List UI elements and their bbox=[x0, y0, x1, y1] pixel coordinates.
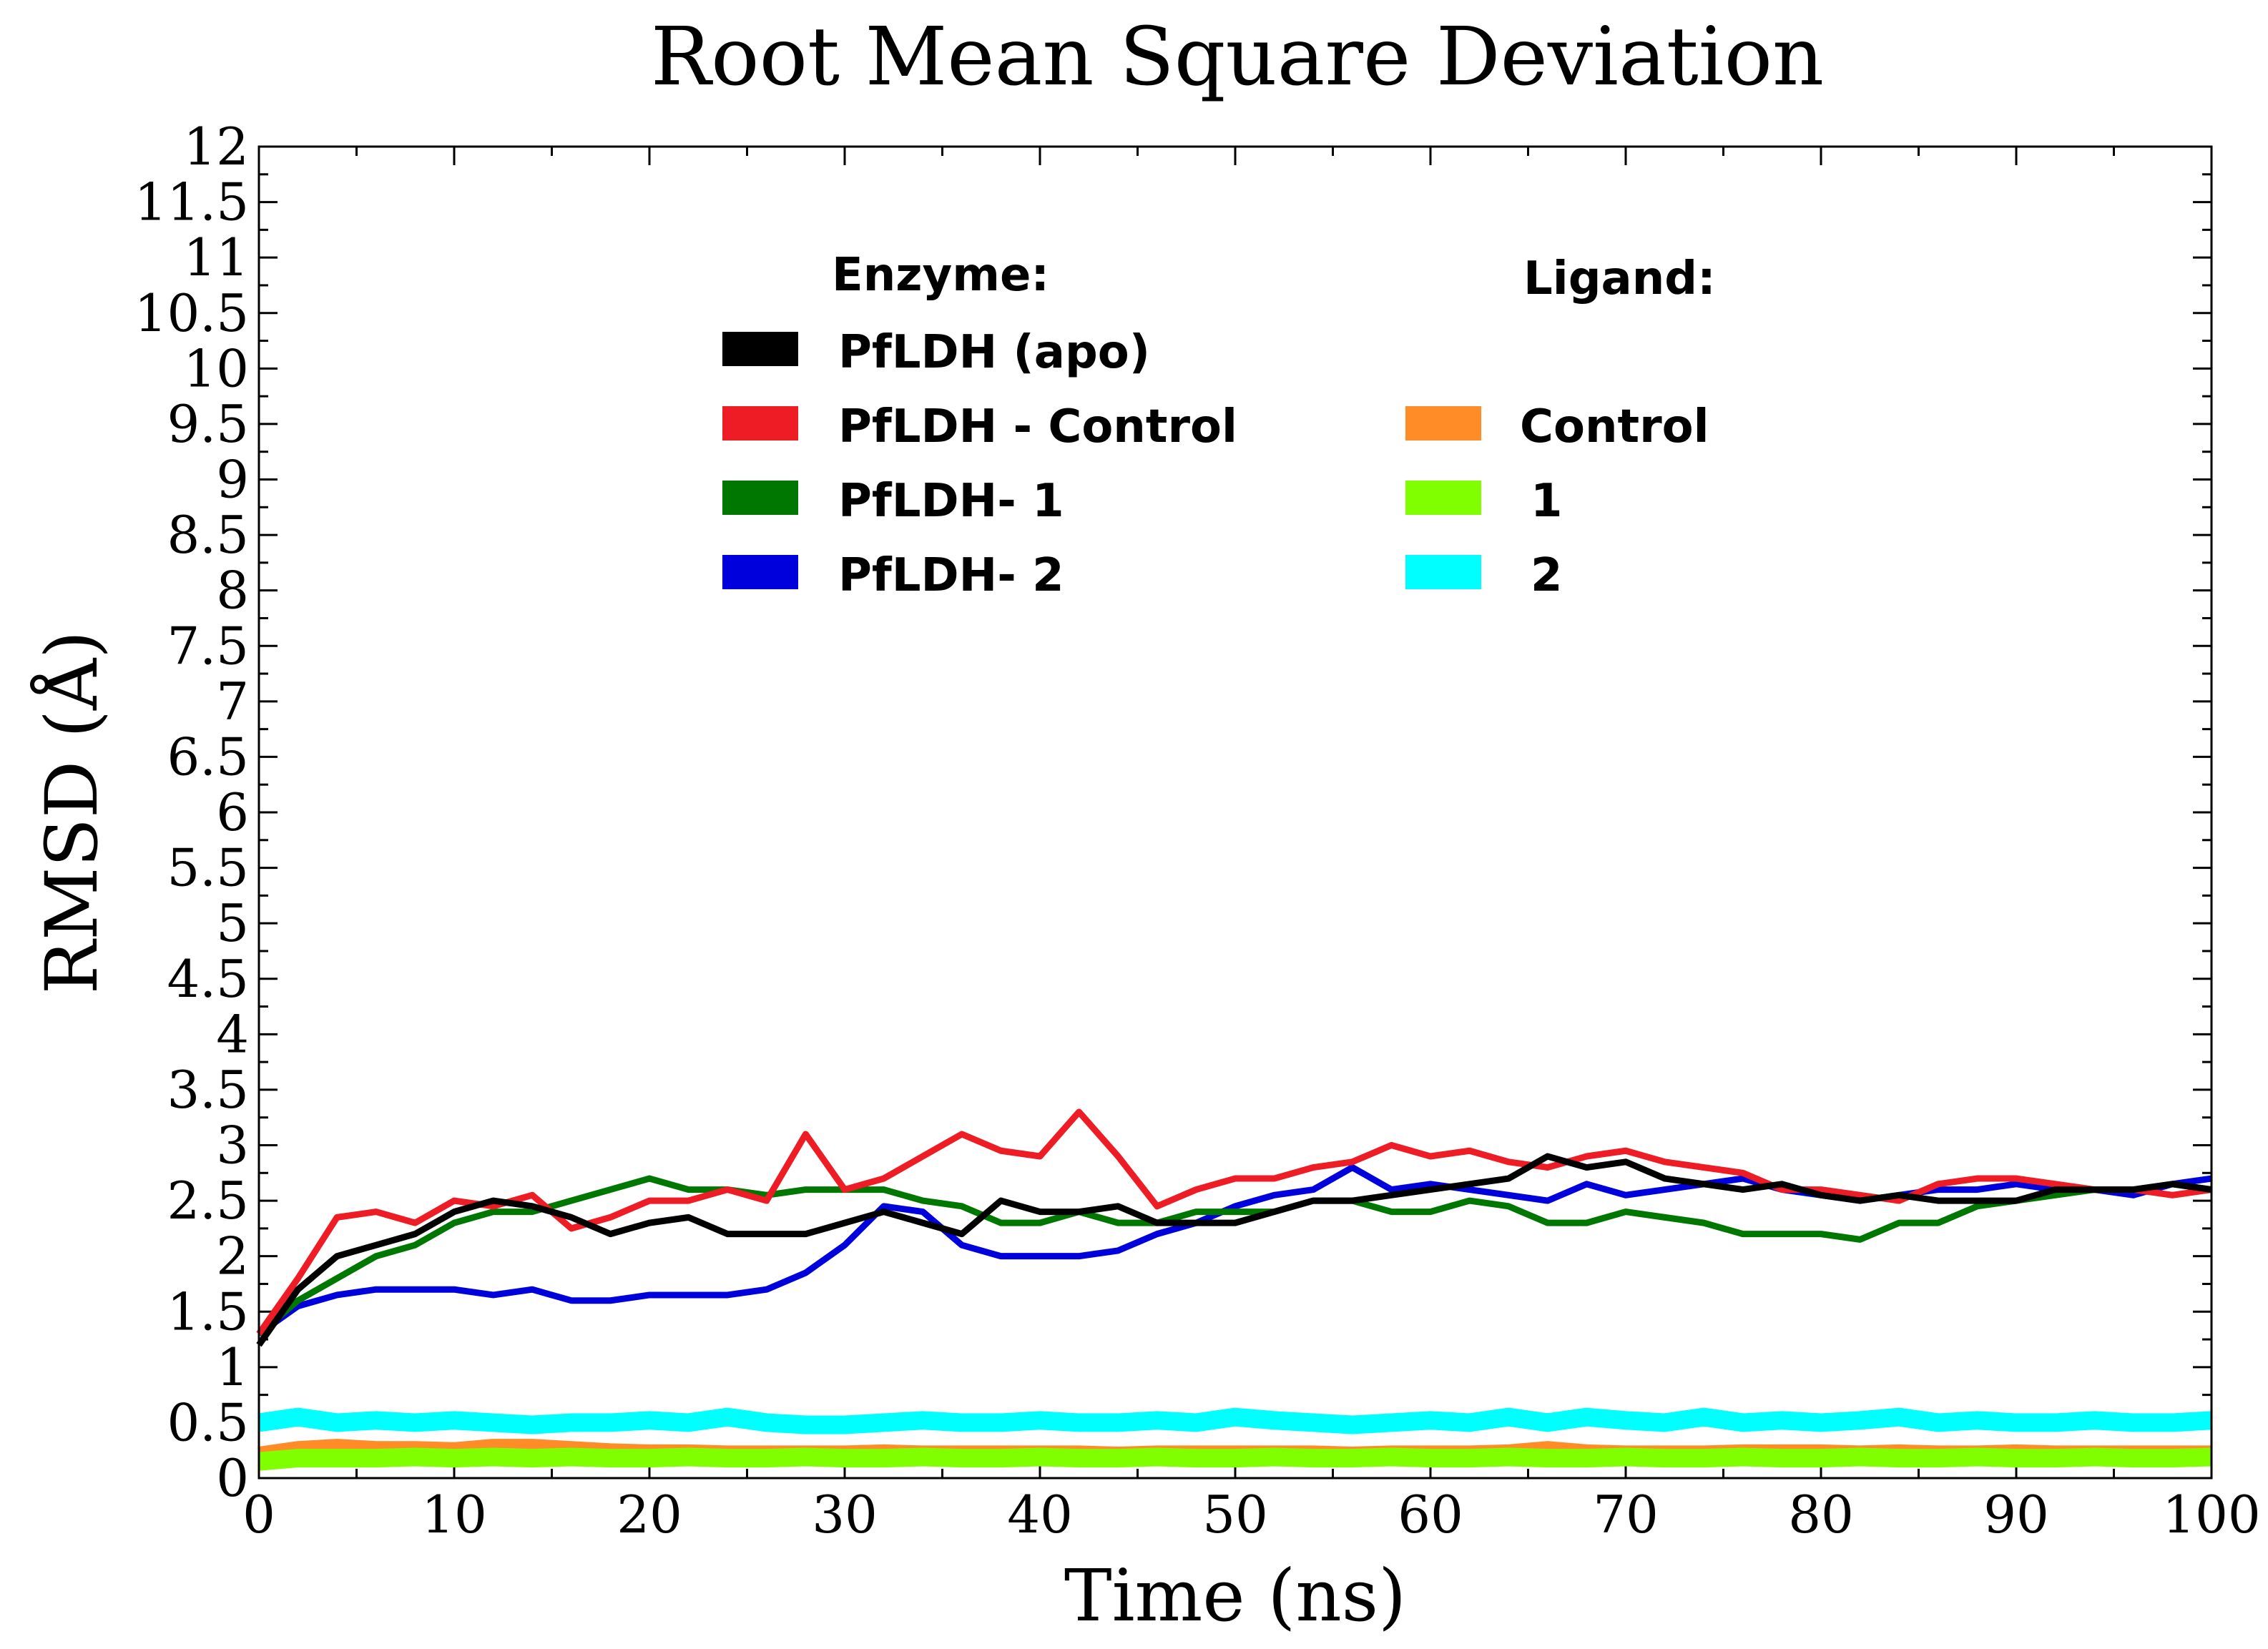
series-line-ligand-6 bbox=[257, 1407, 2212, 1434]
y-tick-label: 3 bbox=[216, 1116, 249, 1176]
series-layer bbox=[256, 1108, 2212, 1471]
y-tick-label: 11 bbox=[183, 227, 249, 287]
y-tick-label: 8.5 bbox=[167, 505, 249, 565]
y-tick-label: 0.5 bbox=[167, 1392, 249, 1452]
y-tick-label: 11.5 bbox=[134, 172, 249, 232]
y-tick-label: 2.5 bbox=[167, 1171, 249, 1231]
y-tick-label: 1.5 bbox=[167, 1281, 249, 1342]
y-tick-label: 10.5 bbox=[134, 283, 249, 343]
legend-label-2: PfLDH- 1 bbox=[838, 475, 1064, 528]
legend-label-5: 1 bbox=[1531, 475, 1563, 528]
x-tick-label: 100 bbox=[2162, 1485, 2260, 1545]
series-line-enzyme-2 bbox=[257, 1175, 2212, 1337]
y-tick-label: 9.5 bbox=[167, 394, 249, 454]
legend-label-3: PfLDH- 2 bbox=[838, 549, 1064, 602]
x-tick-label: 90 bbox=[1983, 1485, 2049, 1545]
legend-swatch-1 bbox=[722, 406, 798, 440]
y-tick-label: 0 bbox=[216, 1448, 249, 1508]
legend-swatch-6 bbox=[1405, 555, 1481, 589]
legend-swatch-0 bbox=[722, 332, 798, 366]
legend-swatch-4 bbox=[1405, 406, 1481, 440]
x-tick-label: 70 bbox=[1593, 1485, 1659, 1545]
x-tick-label: 50 bbox=[1202, 1485, 1268, 1545]
y-tick-label: 4 bbox=[216, 1004, 249, 1064]
y-tick-label: 7.5 bbox=[167, 616, 249, 676]
x-axis-label: Time (ns) bbox=[1064, 1554, 1406, 1638]
y-tick-label: 1 bbox=[216, 1337, 249, 1397]
chart-title: Root Mean Square Deviation bbox=[651, 11, 1824, 104]
tick-layer: 00.511.522.533.544.555.566.577.588.599.5… bbox=[134, 117, 2261, 1545]
x-tick-label: 30 bbox=[812, 1485, 878, 1545]
y-tick-label: 3.5 bbox=[167, 1060, 249, 1120]
legend-label-6: 2 bbox=[1531, 549, 1563, 602]
legend-label-0: PfLDH (apo) bbox=[838, 326, 1150, 379]
y-tick-label: 6.5 bbox=[167, 727, 249, 787]
x-tick-label: 10 bbox=[421, 1485, 487, 1545]
series-line-ligand-5 bbox=[257, 1447, 2212, 1471]
y-tick-label: 2 bbox=[216, 1226, 249, 1286]
y-tick-label: 5 bbox=[216, 893, 249, 953]
y-tick-label: 10 bbox=[183, 338, 249, 398]
y-tick-label: 5.5 bbox=[167, 838, 249, 898]
legend-label-1: PfLDH - Control bbox=[838, 400, 1237, 453]
plot-frame bbox=[257, 145, 2213, 1480]
y-tick-label: 9 bbox=[216, 450, 249, 510]
y-tick-label: 6 bbox=[216, 782, 249, 842]
series-line-enzyme-0 bbox=[256, 1153, 2212, 1347]
x-tick-label: 0 bbox=[242, 1485, 275, 1545]
x-tick-label: 20 bbox=[617, 1485, 682, 1545]
legend-swatch-2 bbox=[722, 481, 798, 515]
y-tick-label: 8 bbox=[216, 561, 249, 621]
y-tick-label: 4.5 bbox=[167, 949, 249, 1009]
y-axis-label: RMSD (Å) bbox=[30, 631, 114, 994]
legend-swatch-3 bbox=[722, 555, 798, 589]
legend-label-4: Control bbox=[1520, 400, 1709, 453]
y-tick-label: 12 bbox=[183, 117, 249, 177]
legend-enzyme-heading: Enzyme: bbox=[832, 249, 1049, 302]
x-tick-label: 80 bbox=[1788, 1485, 1854, 1545]
legend: Enzyme: Ligand: PfLDH (apo) PfLDH - Contr… bbox=[722, 249, 1716, 602]
y-tick-label: 7 bbox=[216, 671, 249, 732]
x-tick-label: 60 bbox=[1398, 1485, 1463, 1545]
legend-ligand-heading: Ligand: bbox=[1523, 252, 1716, 305]
legend-swatch-5 bbox=[1405, 481, 1481, 515]
x-tick-label: 40 bbox=[1007, 1485, 1073, 1545]
